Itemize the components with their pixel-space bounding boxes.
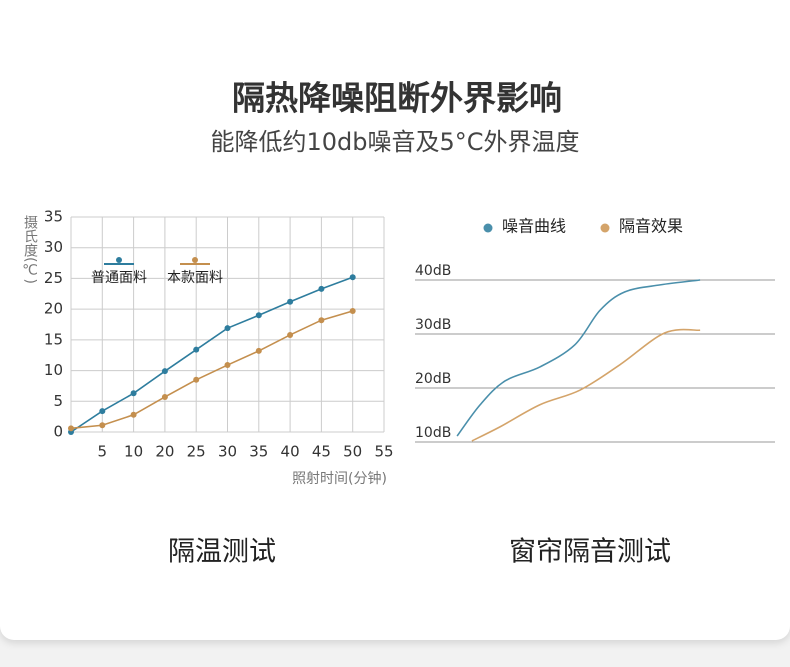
data-point: [255, 312, 262, 319]
x-tick-label: 30: [218, 443, 237, 461]
legend-label: 本款面料: [167, 270, 223, 286]
data-point: [255, 347, 262, 354]
y-tick-label: 20dB: [415, 371, 451, 387]
data-point: [349, 307, 356, 314]
series-line: [70, 276, 353, 433]
data-point: [224, 362, 231, 369]
legend-label: 普通面料: [91, 270, 147, 286]
x-tick-label: 45: [312, 443, 331, 461]
y-axis-label: 摄氏度(℃): [22, 215, 38, 284]
y-tick-label: 15: [44, 330, 63, 348]
y-tick-label: 10dB: [415, 425, 451, 441]
data-point: [68, 425, 74, 432]
y-tick-label: 5: [53, 392, 63, 410]
data-point: [130, 390, 137, 397]
data-point: [349, 274, 356, 281]
data-point: [224, 325, 231, 332]
legend-marker: [116, 257, 122, 263]
legend-label: 噪音曲线: [502, 217, 566, 236]
y-tick-label: 0: [53, 423, 63, 441]
x-axis-label: 照射时间(分钟): [292, 470, 387, 487]
data-point: [161, 368, 168, 375]
legend-marker: [600, 223, 610, 233]
data-point: [193, 376, 200, 383]
y-tick-label: 25: [44, 269, 63, 287]
series-line: [70, 310, 353, 430]
data-point: [318, 285, 325, 292]
subtitle: 能降低约10db噪音及5°C外界温度: [210, 128, 579, 156]
data-point: [287, 298, 294, 305]
y-tick-label: 30dB: [415, 317, 451, 333]
x-tick-label: 10: [124, 443, 143, 461]
series-line: [456, 279, 701, 437]
data-point: [130, 411, 137, 418]
x-tick-label: 35: [249, 443, 268, 461]
y-tick-label: 20: [44, 300, 63, 318]
legend-marker: [483, 223, 493, 233]
y-tick-label: 40dB: [415, 263, 451, 279]
y-tick-label: 30: [44, 238, 63, 256]
card: [0, 0, 790, 640]
data-point: [287, 331, 294, 338]
x-tick-label: 55: [374, 443, 393, 461]
legend-marker: [192, 257, 198, 263]
y-tick-label: 10: [44, 361, 63, 379]
data-point: [99, 422, 106, 429]
data-point: [99, 408, 106, 415]
x-tick-label: 40: [281, 443, 300, 461]
y-tick-label: 35: [44, 208, 63, 226]
x-tick-label: 50: [343, 443, 362, 461]
series-line: [471, 328, 701, 442]
legend-label: 隔音效果: [619, 217, 683, 236]
data-point: [161, 393, 168, 400]
caption: 隔温测试: [168, 537, 276, 568]
x-tick-label: 25: [187, 443, 206, 461]
data-point: [193, 346, 200, 353]
caption: 窗帘隔音测试: [509, 537, 671, 568]
data-point: [318, 317, 325, 324]
title: 隔热降噪阻断外界影响: [232, 79, 562, 118]
x-tick-label: 20: [155, 443, 174, 461]
x-tick-label: 5: [98, 443, 108, 461]
